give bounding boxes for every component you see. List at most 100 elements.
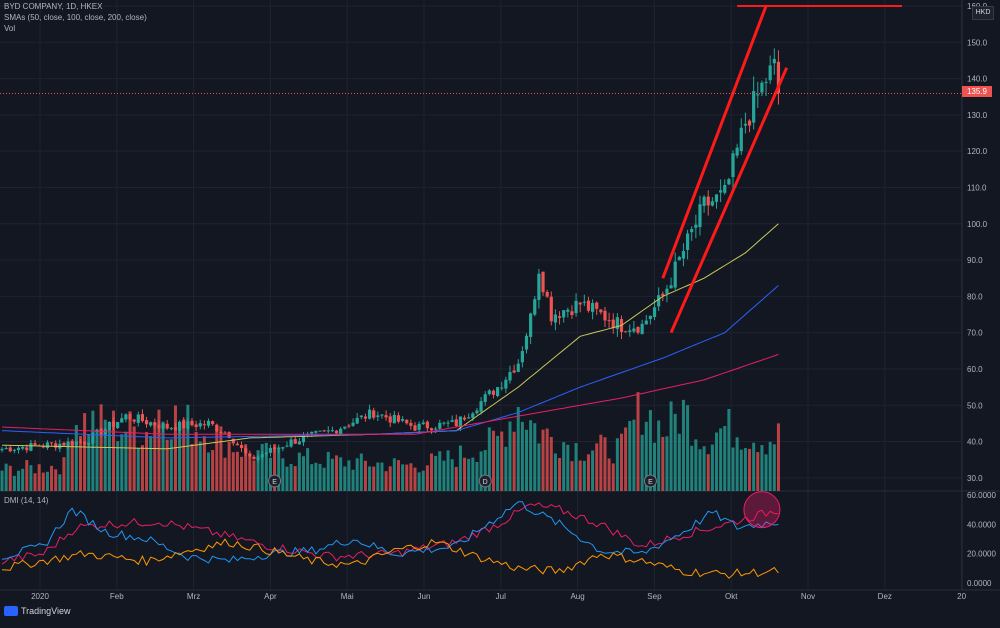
- currency-badge[interactable]: HKD: [972, 6, 994, 20]
- volume-bar: [318, 463, 322, 491]
- volume-bar: [735, 437, 739, 491]
- volume-bar: [731, 447, 735, 491]
- volume-bar: [107, 429, 111, 491]
- candle-body: [198, 423, 202, 427]
- price-tick-label: 60.0: [967, 365, 983, 374]
- sma200-line: [1, 353, 779, 435]
- volume-bar: [607, 458, 611, 491]
- volume-bar: [516, 407, 520, 491]
- volume-bar: [669, 401, 673, 491]
- volume-bar: [4, 463, 8, 491]
- volume-bar: [504, 446, 508, 491]
- time-tick-label: Aug: [570, 592, 584, 601]
- candle-body: [339, 428, 343, 435]
- volume-bar: [760, 445, 764, 491]
- candle-body: [533, 299, 537, 315]
- candle-body: [557, 316, 562, 318]
- volume-bar: [240, 456, 244, 491]
- volume-bar: [8, 465, 12, 491]
- volume-bar: [215, 428, 219, 491]
- candle-body: [33, 443, 37, 446]
- price-tick-label: 90.0: [967, 256, 983, 265]
- candle-body: [392, 414, 396, 424]
- volume-bar: [756, 452, 760, 491]
- volume-bar: [640, 434, 644, 491]
- candle-body: [334, 430, 339, 434]
- candle-body: [706, 196, 710, 206]
- volume-bar: [702, 446, 706, 491]
- candle-body: [723, 184, 727, 193]
- volume-bar: [574, 443, 578, 491]
- volume-bar: [425, 465, 429, 491]
- candle-body: [301, 435, 306, 443]
- time-tick-label: Sep: [647, 592, 662, 601]
- candle-body: [29, 443, 33, 451]
- volume-bar: [33, 473, 37, 491]
- event-marker: [478, 474, 492, 488]
- candle-body: [223, 432, 227, 434]
- candle-body: [719, 190, 723, 193]
- candle-body: [87, 443, 91, 445]
- last-price-tag: 135.9: [962, 86, 992, 97]
- volume-bar: [545, 428, 549, 491]
- candle-body: [434, 428, 438, 430]
- dmi-tick-label: 0.0000: [967, 579, 992, 588]
- volume-bar: [487, 427, 491, 491]
- volume-bar: [219, 426, 223, 491]
- volume-bar: [438, 451, 442, 491]
- volume-bar: [66, 441, 70, 491]
- candle-body: [347, 425, 351, 427]
- candle-body: [83, 441, 87, 445]
- candle-body: [648, 315, 653, 319]
- volume-bar: [70, 442, 74, 491]
- dmi-legend: DMI (14, 14): [4, 496, 49, 505]
- volume-bar: [533, 423, 537, 491]
- volume-bar: [91, 410, 95, 491]
- volume-bar: [244, 444, 248, 491]
- volume-bar: [727, 408, 731, 491]
- volume-bar: [714, 432, 718, 491]
- volume-bar: [491, 430, 495, 491]
- candle-body: [297, 441, 301, 445]
- candle-body: [384, 415, 388, 418]
- volume-bar: [768, 441, 772, 491]
- candle-body: [66, 441, 70, 446]
- candles: [0, 48, 781, 463]
- volume-bar: [434, 455, 438, 491]
- candle-body: [586, 300, 591, 311]
- volume-bar: [322, 467, 326, 491]
- candle-body: [454, 419, 458, 427]
- volume-bar: [347, 460, 351, 491]
- candle-body: [553, 314, 558, 323]
- volume-bar: [624, 427, 628, 491]
- volume-bar: [396, 460, 400, 491]
- candle-body: [157, 424, 161, 429]
- candle-body: [16, 447, 21, 451]
- candle-body: [467, 417, 471, 419]
- candle-body: [107, 421, 111, 431]
- candle-body: [458, 416, 463, 428]
- volume-bar: [153, 422, 157, 491]
- price-tick-label: 80.0: [967, 292, 983, 301]
- candle-body: [603, 310, 607, 321]
- candle-body: [186, 421, 190, 429]
- candle-body: [537, 273, 541, 300]
- volume-bar: [25, 460, 29, 491]
- candle-body: [376, 415, 380, 417]
- candle-body: [545, 291, 549, 297]
- candle-body: [665, 288, 669, 294]
- volume-bar: [330, 458, 334, 491]
- candle-body: [739, 127, 743, 152]
- volume-bars: [0, 392, 780, 491]
- candle-body: [277, 447, 281, 449]
- tradingview-logo[interactable]: TradingView: [4, 606, 71, 616]
- candle-body: [496, 387, 500, 396]
- candle-body: [698, 204, 702, 228]
- candle-body: [760, 82, 764, 93]
- candle-body: [0, 448, 4, 451]
- candle-body: [624, 331, 628, 333]
- volume-bar: [710, 444, 714, 491]
- volume-bar: [525, 429, 529, 491]
